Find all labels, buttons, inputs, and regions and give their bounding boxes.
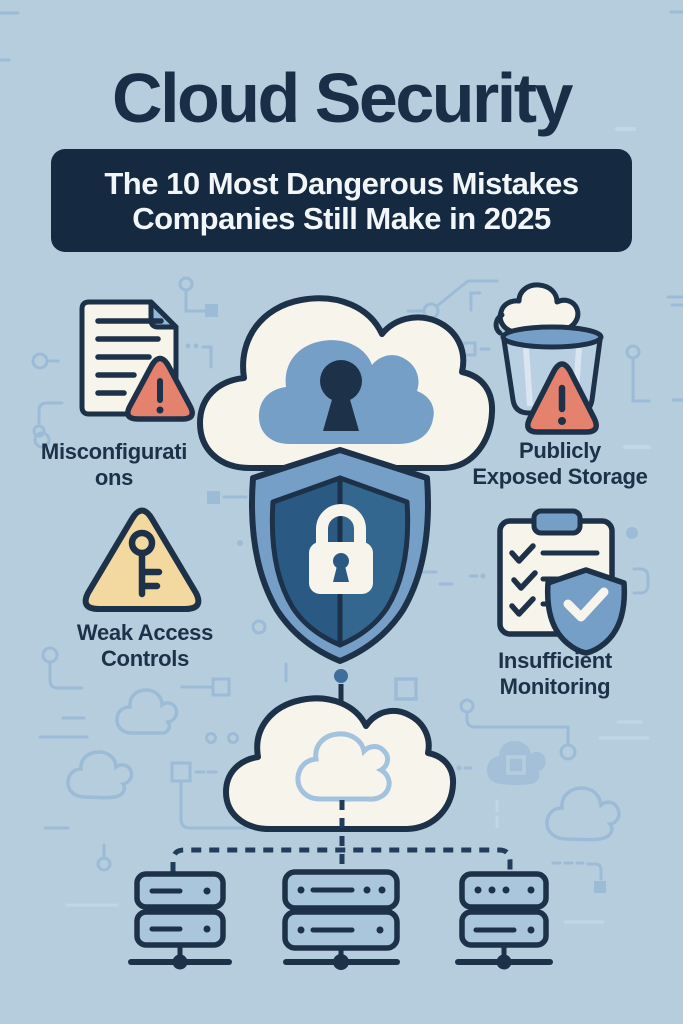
network-cloud-icon [223, 695, 457, 832]
server-rack-icon-middle [282, 869, 400, 970]
label-line: Publicly [519, 438, 601, 463]
server-rack-icon-right [455, 871, 553, 970]
server-detail-lines [310, 887, 355, 933]
shield-lock-icon [249, 447, 431, 664]
bucket-rim [500, 324, 604, 350]
server-detail-lines [149, 888, 183, 932]
checklist-checkmarks [509, 543, 538, 617]
warning-triangle-icon [525, 361, 599, 435]
label-line: Misconfigurati [40, 439, 188, 464]
keyhole-icon [320, 360, 362, 431]
label-line: Insufficient [498, 648, 612, 673]
server-rack-icon-left [128, 871, 232, 970]
clipboard-shield-check-icon [497, 508, 628, 656]
cloud-inner-outline [295, 731, 392, 802]
label-line: Weak Access [76, 620, 214, 645]
key-warning-triangle-icon [82, 507, 202, 612]
padlock-icon [309, 504, 373, 594]
subtitle-line-1: The 10 Most Dangerous Mistakes [104, 165, 579, 201]
square-decoration [506, 755, 526, 775]
page-title: Cloud Security [112, 59, 573, 137]
document-text-lines [95, 318, 164, 396]
bucket-highlight [523, 347, 533, 407]
cloud-body [223, 695, 457, 832]
label-insufficient-monitoring: Insufficient Monitoring [445, 648, 665, 700]
clipboard-clip [531, 508, 583, 536]
connector-dot [334, 669, 348, 683]
label-line: Exposed Storage [472, 464, 648, 489]
cloud-outline-decoration [115, 688, 179, 735]
cloud-filled-decoration [486, 741, 546, 785]
label-line: Controls [100, 646, 190, 671]
cloud-outline-decoration [545, 786, 621, 842]
label-weak-access-controls: Weak Access Controls [35, 620, 255, 672]
subtitle-banner: The 10 Most Dangerous Mistakes Companies… [51, 149, 632, 252]
label-misconfigurations: Misconfigurati ons [4, 439, 224, 491]
cloud-decorations [66, 688, 621, 842]
dashed-connector-lines [170, 800, 513, 877]
label-line: ons [94, 465, 134, 490]
label-line: Monitoring [499, 674, 611, 699]
key-icon [128, 529, 163, 598]
circuit-decorations [0, 10, 683, 924]
cloud-outline-decoration [66, 750, 134, 800]
storage-bucket-warning-icon [493, 282, 604, 435]
subtitle-line-2: Companies Still Make in 2025 [132, 200, 551, 236]
label-publicly-exposed-storage: Publicly Exposed Storage [450, 438, 670, 490]
document-warning-icon [79, 299, 195, 422]
warning-triangle-icon [125, 355, 195, 422]
bucket-cloud-puff [497, 282, 581, 335]
bucket-handle-curve [493, 312, 505, 336]
cloud-keyhole-icon [197, 295, 496, 471]
shield-check-icon [544, 567, 628, 656]
